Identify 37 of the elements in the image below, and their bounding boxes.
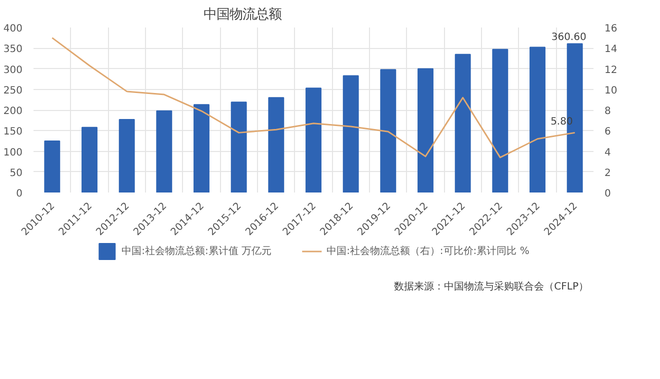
y-tick-label: 0 <box>16 188 23 200</box>
bar <box>44 140 60 192</box>
y-tick-label: 150 <box>3 126 23 138</box>
y-tick-label: 400 <box>3 24 23 34</box>
y-tick-label: 300 <box>3 64 23 76</box>
y2-tick-label: 10 <box>604 85 618 96</box>
y-tick-label: 250 <box>3 85 23 96</box>
y2-tick-label: 6 <box>604 126 611 138</box>
bar <box>418 68 434 192</box>
chart-title: 中国物流总额 <box>204 6 282 22</box>
y2-tick-label: 2 <box>604 168 611 179</box>
y2-tick-label: 12 <box>604 64 618 76</box>
bar <box>268 97 284 192</box>
bar <box>342 75 359 192</box>
y-tick-label: 50 <box>10 168 23 179</box>
data-label: 360.60 <box>551 32 586 43</box>
legend-label: 中国:社会物流总额:累计值 万亿元 <box>122 244 272 258</box>
y-tick-label: 100 <box>3 147 23 158</box>
y2-tick-label: 14 <box>604 44 618 56</box>
bar <box>118 118 135 192</box>
y2-tick-label: 4 <box>604 147 611 158</box>
bar <box>454 54 471 192</box>
y2-tick-label: 0 <box>604 188 611 200</box>
bar <box>82 126 98 192</box>
y-tick-label: 200 <box>3 106 23 117</box>
source-note: 数据来源：中国物流与采购联合会（CFLP） <box>394 280 589 292</box>
y-tick-label: 350 <box>3 44 23 56</box>
y2-tick-label: 8 <box>604 106 611 117</box>
legend-label: 中国:社会物流总额（右）:可比价:累计同比 % <box>326 244 530 258</box>
bar <box>306 88 322 192</box>
bar <box>156 110 172 192</box>
bar <box>230 102 247 192</box>
y2-tick-label: 16 <box>604 24 618 34</box>
bar <box>380 69 396 192</box>
bar <box>194 104 210 192</box>
bar <box>530 46 546 192</box>
bar <box>492 48 508 192</box>
